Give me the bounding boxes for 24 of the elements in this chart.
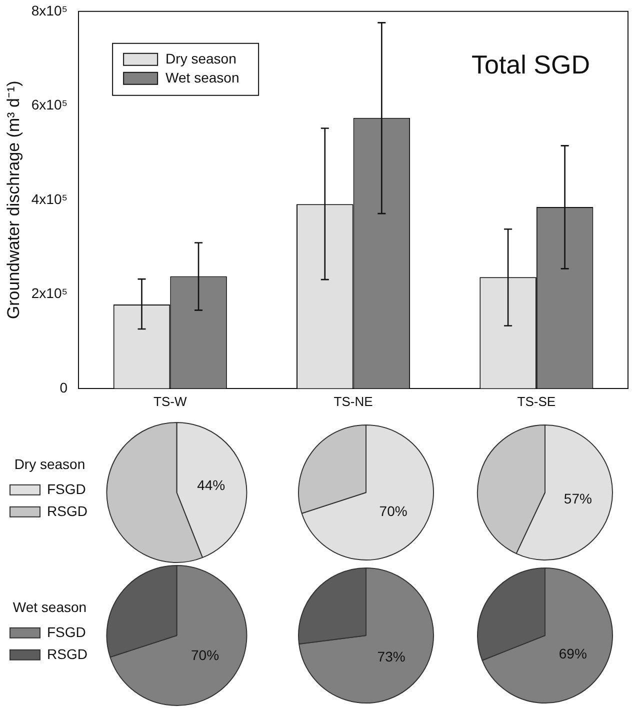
y-axis-title: Groundwater dischrage (m³ d⁻¹) — [4, 80, 23, 320]
legend-label: RSGD — [47, 646, 88, 662]
data-label: 57% — [564, 490, 592, 507]
x-tick-label: TS-NE — [334, 394, 374, 409]
data-label: 73% — [377, 648, 406, 665]
y-tick-label: 4x10⁵ — [31, 190, 68, 207]
y-tick-label: 6x10⁵ — [31, 96, 68, 113]
x-tick-label: TS-W — [154, 394, 188, 409]
legend-label: RSGD — [47, 502, 88, 519]
legend-title: Wet season — [12, 598, 87, 615]
y-tick-label: 0 — [60, 379, 68, 396]
legend-label: FSGD — [47, 624, 86, 640]
y-tick-label: 8x10⁵ — [31, 2, 68, 18]
legend-label: FSGD — [47, 480, 86, 497]
data-label: 70% — [379, 503, 408, 520]
y-tick-label: 2x10⁵ — [31, 285, 68, 302]
legend-label: Wet season — [166, 69, 240, 86]
data-label: 69% — [558, 645, 587, 662]
data-label: 44% — [197, 476, 226, 493]
legend-title: Dry season — [14, 456, 86, 472]
legend-label: Dry season — [166, 50, 236, 66]
x-tick-label: TS-SE — [517, 394, 556, 409]
data-label: 70% — [191, 646, 220, 663]
annotation: Total SGD — [472, 50, 590, 80]
